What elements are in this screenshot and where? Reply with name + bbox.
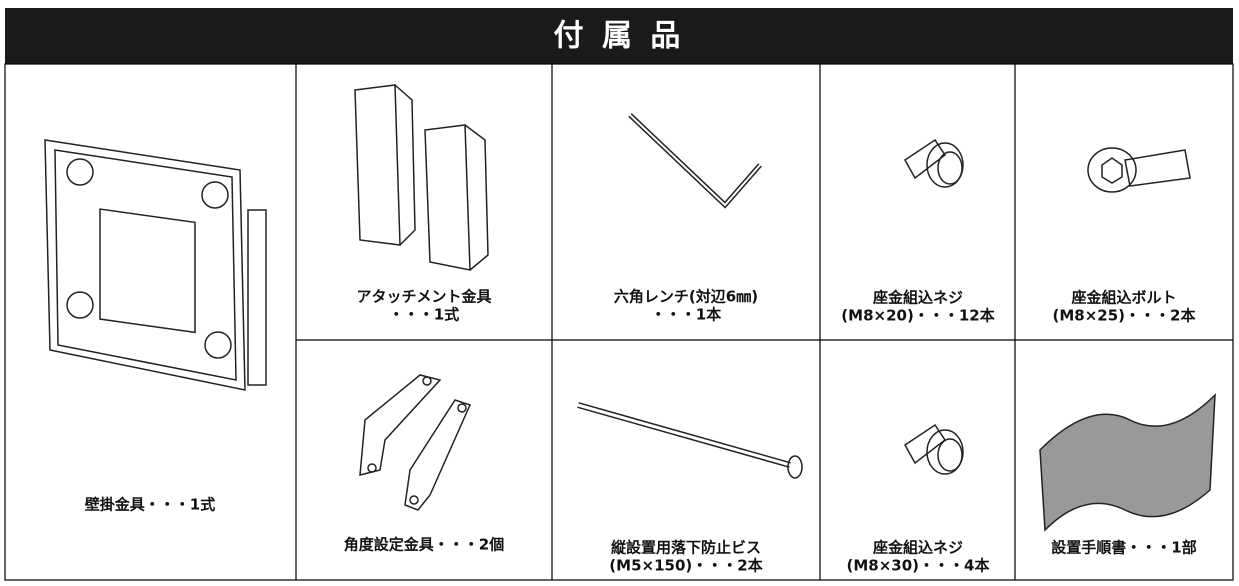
- item-caption: 座金組込ボルト: [1070, 289, 1176, 307]
- illustrations: [44, 84, 1216, 532]
- item-caption: 座金組込ネジ: [872, 539, 963, 557]
- item-caption: 壁掛金具・・・1式: [85, 496, 215, 514]
- item-caption: (M8×20)・・・12本: [841, 307, 994, 325]
- item-caption: 縦設置用落下防止ビス: [611, 539, 761, 557]
- item-caption: 設置手順書・・・1部: [1051, 539, 1196, 557]
- item-caption: (M8×30)・・・4本: [847, 557, 990, 575]
- item-caption: (M5×150)・・・2本: [609, 557, 762, 575]
- item-caption: ・・・1式: [389, 306, 459, 324]
- item-caption: アタッチメント金具: [356, 288, 491, 306]
- table-grid: [4, 63, 1234, 581]
- item-caption: ・・・1本: [651, 306, 721, 324]
- item-caption: 六角レンチ(対辺6㎜): [614, 288, 758, 306]
- item-caption: 角度設定金具・・・2個: [344, 536, 504, 554]
- item-caption: 座金組込ネジ: [872, 289, 963, 307]
- captions: 壁掛金具・・・1式アタッチメント金具・・・1式六角レンチ(対辺6㎜)・・・1本座…: [85, 288, 1197, 575]
- header-bar: [5, 8, 1233, 64]
- header-title: 付 属 品: [554, 19, 685, 54]
- item-caption: (M8×25)・・・2本: [1053, 307, 1196, 325]
